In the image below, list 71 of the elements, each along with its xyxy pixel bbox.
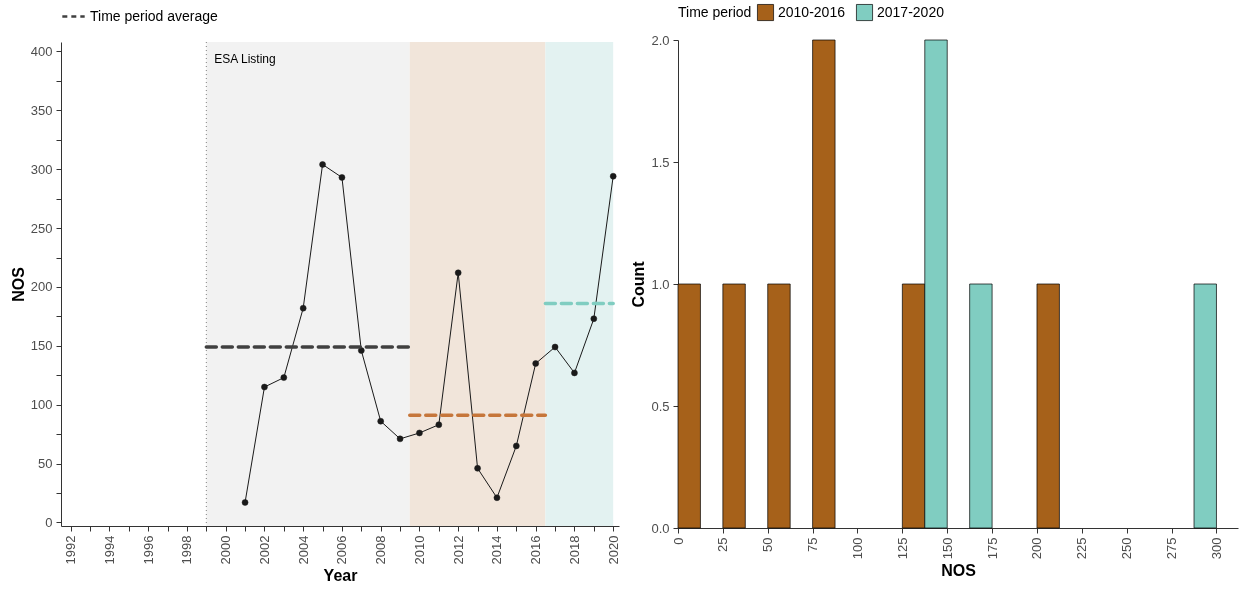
y-tick-label: 100 (30, 397, 53, 413)
point (590, 315, 598, 322)
x-tick-label: 1998 (179, 535, 195, 565)
point (493, 494, 501, 501)
point (280, 374, 288, 381)
point (551, 343, 559, 351)
x-tick-label: 100 (849, 537, 865, 560)
y-tick-label: 0.0 (651, 520, 670, 536)
y-tick-label: 300 (30, 161, 53, 177)
point (338, 174, 346, 181)
legend-label: 2010-2016 (778, 3, 846, 20)
x-tick-label: 2000 (218, 535, 234, 565)
y-tick-label: 150 (30, 338, 53, 354)
x-tick-label: 2014 (489, 535, 505, 565)
y-tick-label: 200 (30, 279, 53, 295)
x-tick-label: 2008 (373, 535, 389, 565)
x-tick-label: 150 (939, 537, 955, 560)
x-tick-label: 2012 (450, 535, 466, 565)
y-tick-label: 350 (30, 102, 53, 118)
y-axis-title: NOS (9, 266, 27, 302)
x-tick-label: 2016 (528, 535, 544, 565)
y-tick-label: 400 (30, 43, 53, 59)
x-tick-label: 250 (1119, 537, 1135, 560)
y-tick-label: 50 (38, 456, 53, 472)
point (416, 429, 423, 437)
x-tick-label: 1992 (63, 535, 79, 565)
point (261, 383, 268, 391)
x-tick-label: 2018 (566, 535, 582, 565)
point (532, 360, 539, 367)
x-tick-label: 175 (984, 537, 1000, 560)
x-tick-label: 1996 (140, 535, 156, 565)
x-tick-label: 2020 (605, 535, 621, 565)
point (299, 304, 307, 312)
y-axis-title: Count (630, 260, 648, 308)
y-tick-label: 2.0 (651, 32, 670, 48)
point (435, 421, 443, 428)
y-tick-label: 0.5 (651, 398, 670, 414)
point (571, 369, 578, 377)
ref-line-label: ESA Listing (214, 52, 276, 66)
x-tick-label: 0 (670, 537, 686, 545)
point (241, 499, 249, 506)
x-tick-label: 1994 (101, 535, 117, 565)
x-tick-label: 2004 (295, 535, 311, 565)
point (358, 347, 365, 354)
x-axis-title: NOS (941, 562, 977, 580)
x-tick-label: 275 (1164, 537, 1180, 560)
legend-label: Time period average (90, 7, 219, 24)
legend-title: Time period (678, 4, 752, 20)
y-tick-label: 0 (45, 514, 53, 530)
x-tick-label: 2002 (256, 535, 272, 565)
x-tick-label: 25 (715, 537, 731, 552)
point (396, 435, 404, 443)
x-tick-label: 300 (1208, 537, 1224, 560)
x-axis-title: Year (323, 567, 358, 585)
x-tick-label: 2010 (411, 535, 427, 565)
point (319, 161, 326, 168)
y-tick-label: 1.5 (651, 154, 670, 170)
point (474, 465, 481, 472)
x-tick-label: 2006 (334, 535, 350, 565)
x-tick-label: 50 (760, 537, 776, 552)
x-tick-label: 75 (805, 537, 821, 552)
point (377, 417, 384, 425)
x-tick-label: 200 (1029, 537, 1045, 560)
y-tick-label: 1.0 (651, 276, 670, 292)
y-tick-label: 250 (30, 220, 53, 236)
point (513, 442, 520, 450)
point (454, 269, 462, 277)
legend-label: 2017-2020 (877, 3, 945, 20)
x-tick-label: 125 (894, 537, 910, 560)
point (609, 173, 617, 180)
x-tick-label: 225 (1074, 537, 1090, 560)
